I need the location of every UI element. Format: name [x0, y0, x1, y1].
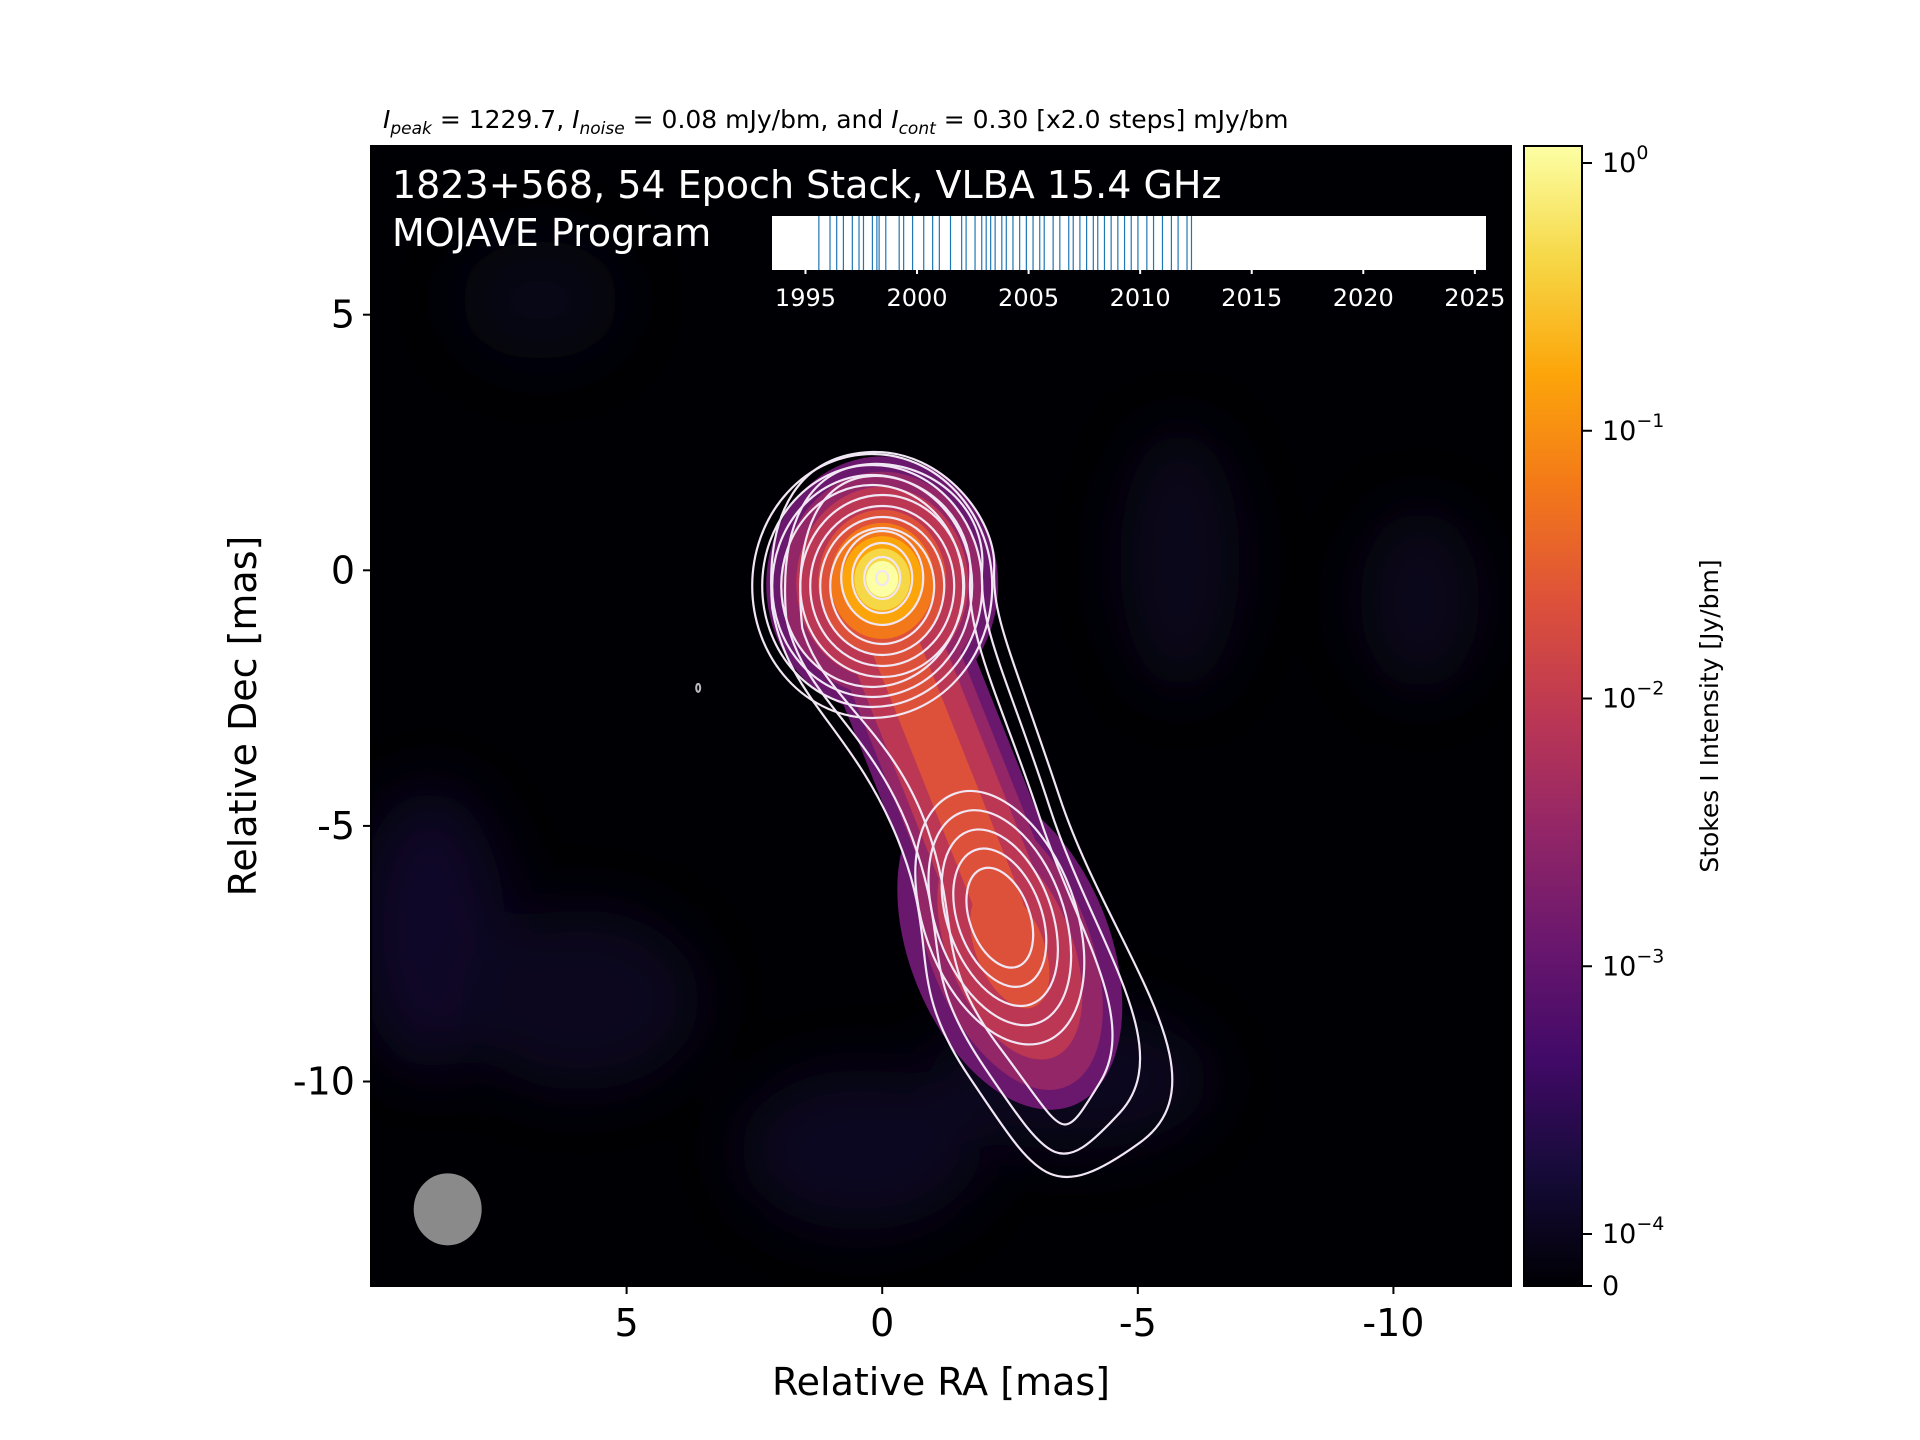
- contour-set: [695, 450, 1174, 1179]
- beam-ellipse: [413, 1173, 482, 1246]
- jet-emission-4: [970, 887, 1050, 1009]
- x-axis-label: Relative RA [mas]: [772, 1360, 1110, 1404]
- epoch-lines: [818, 216, 1193, 270]
- timeline-box: [772, 216, 1486, 270]
- colorbar-fill: [1523, 145, 1583, 1287]
- colorbar-tick-label: 10−2: [1602, 678, 1664, 715]
- core-contour: [751, 452, 994, 720]
- image-panel: 1823+568, 54 Epoch Stack, VLBA 15.4 GHz …: [370, 145, 1512, 1287]
- timeline-tick-label: 1995: [775, 284, 836, 312]
- y-axis-label: Relative Dec [mas]: [221, 536, 265, 897]
- colorbar-tick-label: 100: [1602, 142, 1648, 179]
- plot-frame: [370, 145, 1512, 1287]
- jet-contour: [914, 789, 1086, 1046]
- jet-contour: [952, 847, 1048, 988]
- y-tick-label: -10: [293, 1060, 355, 1104]
- jet-contour: [965, 866, 1035, 969]
- core-contour: [875, 569, 890, 587]
- chart-title: Ipeak = 1229.7, Inoise = 0.08 mJy/bm, an…: [383, 105, 1288, 139]
- colorbar-ticks: 100 10−1 10−2 10−3 10−4 0: [1582, 142, 1664, 1302]
- bridge-emission-4: [868, 613, 1024, 932]
- y-tick-label: 5: [331, 293, 355, 337]
- core-contour: [819, 515, 946, 657]
- timeline-ticks: 1995 2000 2005 2010 2015 2020 2025: [775, 264, 1505, 312]
- isolated-contour: [695, 682, 702, 693]
- timeline-tick-label: 2025: [1444, 284, 1505, 312]
- y-tick-label: 0: [331, 548, 355, 592]
- timeline-tick-label: 2000: [886, 284, 947, 312]
- envelope-contour: [784, 462, 1142, 1155]
- colorbar-label: Stokes I Intensity [Jy/bm]: [1695, 559, 1724, 872]
- colorbar-tick-label: 10−1: [1602, 410, 1664, 447]
- colorbar-tick-label: 10−4: [1602, 1213, 1664, 1250]
- timeline-tick-label: 2005: [998, 284, 1059, 312]
- core-emission-8: [866, 560, 899, 597]
- x-tick-label: 5: [615, 1301, 639, 1345]
- overlay-line-1: 1823+568, 54 Epoch Stack, VLBA 15.4 GHz: [392, 163, 1221, 207]
- epoch-timeline: 1995 2000 2005 2010 2015 2020 2025: [772, 216, 1505, 312]
- jet-contour: [927, 809, 1073, 1027]
- timeline-tick-label: 2020: [1333, 284, 1394, 312]
- colorbar: 100 10−1 10−2 10−3 10−4 0 Stokes I Intensity …: [1523, 142, 1724, 1302]
- timeline-tick-label: 2010: [1110, 284, 1171, 312]
- y-tick-label: -5: [317, 804, 355, 848]
- source-emission: [766, 456, 1123, 1110]
- overlay-line-2: MOJAVE Program: [392, 211, 711, 255]
- envelope-contour: [799, 474, 1114, 1126]
- envelope-contour: [770, 450, 1174, 1179]
- core-contour: [851, 541, 914, 615]
- core-contour: [863, 555, 902, 601]
- core-contour: [829, 526, 936, 646]
- y-axis: 5 0 -5 -10: [293, 293, 371, 1104]
- faint-emission: [371, 240, 1480, 1230]
- timeline-tick-label: 2015: [1221, 284, 1282, 312]
- x-tick-label: -5: [1119, 1301, 1157, 1345]
- core-contour: [809, 504, 956, 668]
- colorbar-tick-label: 10−3: [1602, 945, 1664, 982]
- core-contour: [840, 529, 925, 627]
- x-tick-label: 0: [870, 1301, 894, 1345]
- x-tick-label: -10: [1362, 1301, 1424, 1345]
- colorbar-tick-label: 0: [1602, 1271, 1619, 1302]
- x-axis: 5 0 -5 -10: [615, 1286, 1424, 1345]
